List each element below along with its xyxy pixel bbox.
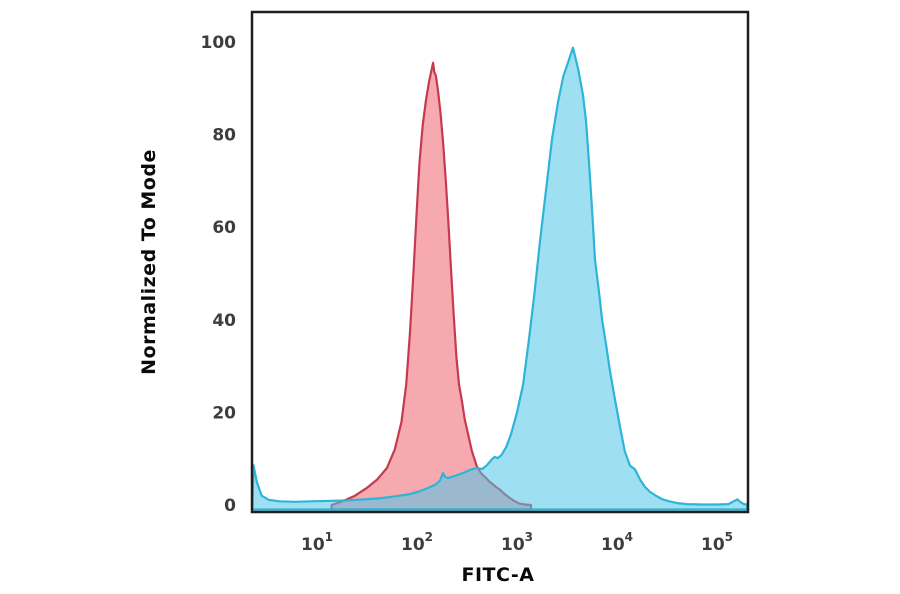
plot-frame [250,10,750,514]
y-tick-100: 100 [201,33,237,53]
x-tick-1e5: 105 [701,530,733,555]
y-tick-60: 60 [212,218,236,238]
x-tick-1e2: 102 [401,530,433,555]
x-tick-1e3: 103 [501,530,533,555]
x-tick-1e4: 104 [601,530,633,555]
y-axis-ticks: 0 20 40 60 80 100 [201,33,237,516]
series-areas [252,46,748,511]
x-axis-ticks: 101 102 103 104 105 [301,530,733,555]
cyan-series-curve [252,46,748,511]
y-tick-80: 80 [212,126,236,146]
red-series-curve [330,61,533,511]
y-axis-title: Normalized To Mode [138,149,160,375]
y-tick-40: 40 [212,311,236,331]
x-axis-title: FITC-A [462,564,535,586]
x-tick-1e1: 101 [301,530,333,555]
y-tick-0: 0 [224,496,236,516]
y-tick-20: 20 [212,403,236,423]
